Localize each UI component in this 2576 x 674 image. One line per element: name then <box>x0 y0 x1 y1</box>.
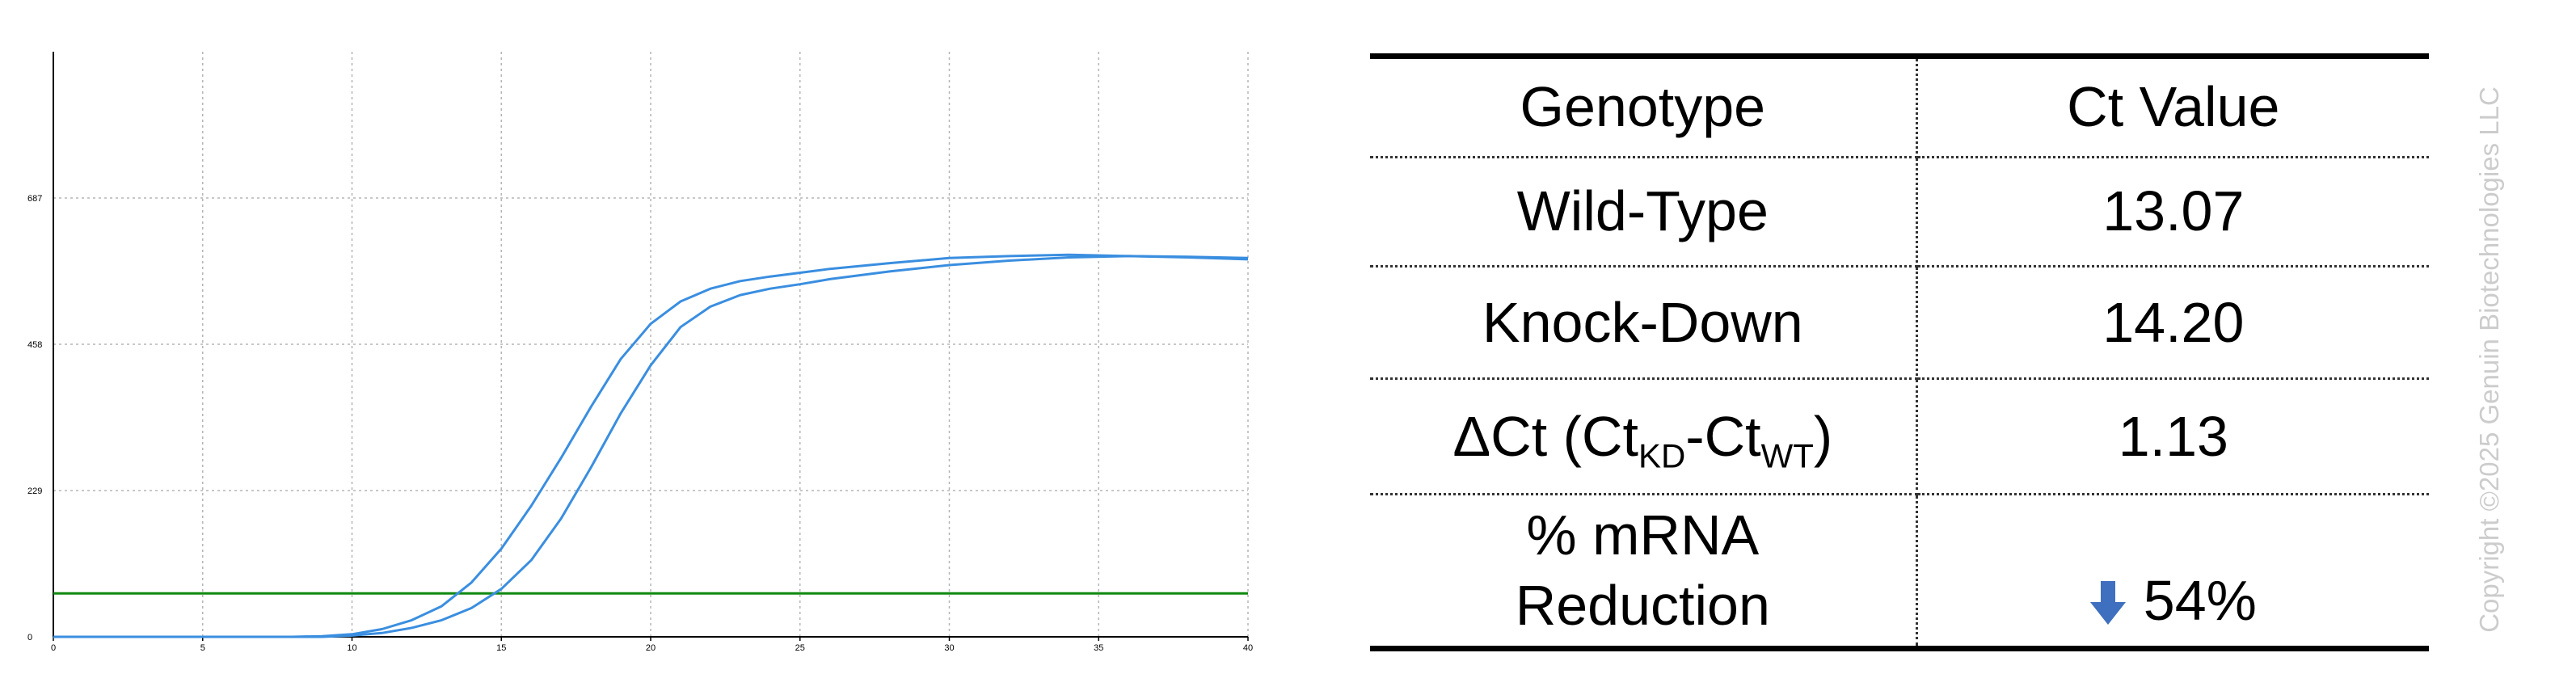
delta-ct-sub-wt: WT <box>1760 436 1814 475</box>
x-tick-label: 10 <box>347 643 356 653</box>
down-arrow-icon <box>2089 571 2126 642</box>
genotype-knock-down: Knock-Down <box>1370 266 1918 381</box>
delta-ct-value: 1.13 <box>1916 378 2429 496</box>
table-row-wild-type: Wild-Type 13.07 <box>1370 157 2429 268</box>
delta-ct-label: ΔCt (CtKD-CtWT) <box>1370 378 1918 496</box>
delta-ct-suffix: ) <box>1813 404 1833 468</box>
x-tick-label: 0 <box>51 643 56 653</box>
delta-ct-prefix: ΔCt (Ct <box>1452 404 1638 468</box>
delta-ct-mid: -Ct <box>1685 404 1761 468</box>
series-line-2 <box>53 255 1249 638</box>
copyright-text: Copyright ©2025 Genuin Biotechnologies L… <box>2474 86 2504 633</box>
series-line-1 <box>53 253 1249 638</box>
header-ct-value: Ct Value <box>1916 53 2429 158</box>
ct-knock-down: 14.20 <box>1916 266 2429 381</box>
copyright-watermark: Copyright ©2025 Genuin Biotechnologies L… <box>2465 81 2514 638</box>
chart-grid <box>53 52 1249 637</box>
reduction-label: % mRNA Reduction <box>1370 494 1918 651</box>
x-tick-label: 15 <box>496 643 506 653</box>
header-genotype: Genotype <box>1370 53 1918 158</box>
x-tick-label: 40 <box>1243 643 1253 653</box>
reduction-value: 54% <box>2143 568 2257 632</box>
x-tick-label: 20 <box>646 643 656 653</box>
delta-ct-sub-kd: KD <box>1638 436 1686 475</box>
y-tick-label: 229 <box>27 487 42 496</box>
x-tick-label: 35 <box>1094 643 1103 653</box>
x-tick-label: 25 <box>795 643 805 653</box>
x-tick-label: 30 <box>944 643 954 653</box>
reduction-label-line1: % mRNA <box>1526 503 1760 567</box>
table-row-delta-ct: ΔCt (CtKD-CtWT) 1.13 <box>1370 378 2429 496</box>
chart-tick-labels: 0 5 10 15 20 25 30 35 40 0 229 458 687 <box>27 194 1253 653</box>
reduction-value-cell: 54% <box>1916 494 2429 651</box>
y-tick-label: 687 <box>27 194 42 204</box>
table-row-knock-down: Knock-Down 14.20 <box>1370 266 2429 381</box>
table-row-reduction: % mRNA Reduction 54% <box>1370 494 2429 651</box>
ct-results-table: Genotype Ct Value Wild-Type 13.07 Knock-… <box>1370 53 2429 651</box>
ct-wild-type: 13.07 <box>1916 157 2429 268</box>
amplification-chart: 0 5 10 15 20 25 30 35 40 0 229 458 687 <box>27 52 1253 653</box>
genotype-wild-type: Wild-Type <box>1370 157 1918 268</box>
y-tick-label: 458 <box>27 340 42 350</box>
x-tick-label: 5 <box>200 643 205 653</box>
reduction-label-line2: Reduction <box>1515 574 1770 638</box>
table-header-row: Genotype Ct Value <box>1370 53 2429 158</box>
series-layer <box>53 253 1249 638</box>
y-tick-label: 0 <box>27 633 32 642</box>
